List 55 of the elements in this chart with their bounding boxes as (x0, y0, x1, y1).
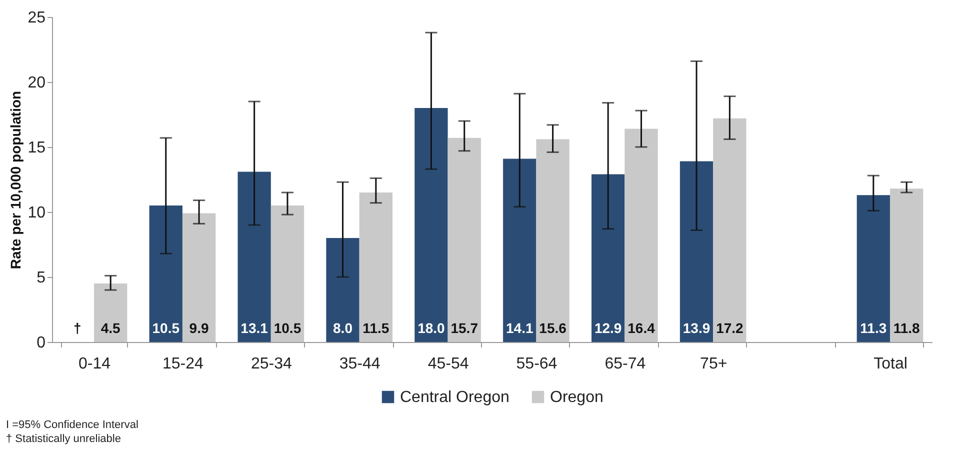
y-axis-title: Rate per 10,000 population (8, 90, 24, 270)
x-tick-label: 55-64 (516, 356, 558, 372)
data-label: 10.5 (274, 320, 302, 336)
text: † Statistically unreliable (6, 432, 122, 446)
y-tick-label: 10 (28, 204, 46, 222)
bar (270, 206, 304, 342)
data-label: 14.1 (506, 320, 534, 336)
bar (448, 138, 481, 342)
bar (94, 284, 128, 342)
bar (713, 118, 746, 342)
data-label: 15.7 (450, 320, 478, 336)
bar (326, 238, 360, 342)
bar (182, 213, 216, 342)
x-tick-label: Total (874, 356, 908, 372)
data-label: 13.1 (240, 320, 268, 336)
x-tick-label: 0-14 (78, 356, 111, 372)
data-label: 12.9 (594, 320, 622, 336)
data-label: 11.3 (860, 320, 887, 336)
bar (591, 174, 625, 342)
data-label: 15.6 (539, 320, 567, 336)
data-label: 9.9 (189, 320, 209, 336)
bar (680, 161, 714, 342)
text: I =95% Confidence Interval (6, 418, 138, 432)
x-tick-label: 65-74 (604, 356, 646, 372)
bar (503, 158, 536, 342)
y-tick-label: 15 (28, 140, 46, 156)
data-label: 10.5 (152, 320, 180, 336)
x-tick-label: 35-44 (339, 356, 380, 372)
legend-label: Oregon (550, 389, 604, 406)
bar (624, 128, 658, 342)
y-tick-label: 0 (36, 334, 46, 352)
legend-label: Central Oregon (400, 389, 510, 406)
bar (856, 195, 890, 342)
data-label: 8.0 (333, 320, 353, 336)
x-tick-label: 15-24 (162, 356, 204, 372)
text: † (74, 320, 82, 336)
bar (149, 206, 182, 342)
x-tick-label: 25-34 (250, 356, 292, 372)
data-label: 18.0 (418, 320, 446, 336)
bar (359, 192, 393, 342)
data-label: 16.4 (628, 320, 656, 336)
bar (238, 172, 271, 342)
y-tick-label: 25 (28, 10, 46, 26)
bar (890, 188, 924, 342)
bar (414, 108, 448, 342)
x-tick-label: 75+ (700, 356, 728, 372)
bar (536, 139, 570, 342)
data-label: 4.5 (100, 320, 121, 336)
x-tick-label: 45-54 (428, 356, 469, 372)
y-tick-label: 5 (36, 270, 46, 286)
data-label: 13.9 (682, 320, 710, 336)
data-label: 11.5 (362, 320, 390, 336)
y-tick-label: 20 (28, 74, 46, 92)
data-label: 11.8 (893, 320, 920, 336)
data-label: 17.2 (716, 320, 744, 336)
